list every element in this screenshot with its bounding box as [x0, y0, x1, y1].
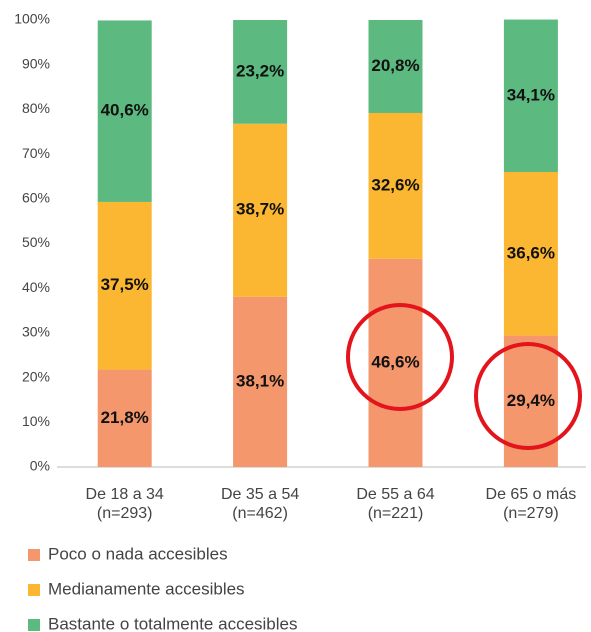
data-label: 37,5% [101, 275, 149, 294]
y-tick-label: 100% [14, 11, 50, 27]
bar-segment [97, 201, 152, 370]
bar-segment [97, 369, 152, 467]
data-label: 40,6% [101, 101, 149, 120]
data-label: 46,6% [371, 352, 419, 371]
data-label: 29,4% [507, 391, 555, 410]
y-tick-label: 20% [22, 368, 50, 384]
bar-segment [503, 19, 558, 172]
highlight-circle [474, 342, 582, 450]
x-tick-label: De 18 a 34 [86, 486, 164, 503]
x-tick-label: De 65 o más [486, 486, 577, 503]
data-label: 23,2% [236, 61, 284, 80]
x-tick-label: De 55 a 64 [356, 486, 434, 503]
legend-label: Bastante o totalmente accesibles [48, 614, 297, 632]
data-label: 36,6% [507, 243, 555, 262]
y-tick-label: 70% [22, 145, 50, 161]
y-tick-label: 50% [22, 234, 50, 250]
bar-segment [368, 258, 423, 467]
y-tick-label: 10% [22, 413, 50, 429]
y-tick-label: 0% [30, 458, 50, 474]
legend-swatch [28, 584, 40, 596]
highlight-circle [346, 303, 454, 411]
bar-segment [233, 20, 288, 124]
data-label: 38,1% [236, 371, 284, 390]
x-tick-label: De 35 a 54 [221, 486, 299, 503]
legend-swatch [28, 549, 40, 561]
legend-label: Medianamente accesibles [48, 579, 245, 598]
y-tick-label: 40% [22, 279, 50, 295]
bar-segment [97, 20, 152, 202]
bar-segment [368, 20, 423, 113]
bar-segment [233, 123, 288, 297]
bar-segment [503, 171, 558, 336]
y-tick-label: 30% [22, 324, 50, 340]
data-label: 32,6% [371, 175, 419, 194]
data-label: 21,8% [101, 408, 149, 427]
y-tick-label: 80% [22, 100, 50, 116]
data-label: 34,1% [507, 85, 555, 104]
legend-label: Poco o nada accesibles [48, 544, 228, 563]
legend-swatch [28, 619, 40, 631]
bar-segment [233, 296, 288, 467]
x-tick-label: (n=279) [503, 505, 559, 522]
data-label: 20,8% [371, 56, 419, 75]
x-tick-label: (n=462) [232, 505, 288, 522]
y-tick-label: 60% [22, 190, 50, 206]
y-tick-label: 90% [22, 55, 50, 71]
data-label: 38,7% [236, 200, 284, 219]
x-tick-label: (n=293) [97, 505, 153, 522]
x-tick-label: (n=221) [368, 505, 424, 522]
bar-segment [368, 112, 423, 259]
